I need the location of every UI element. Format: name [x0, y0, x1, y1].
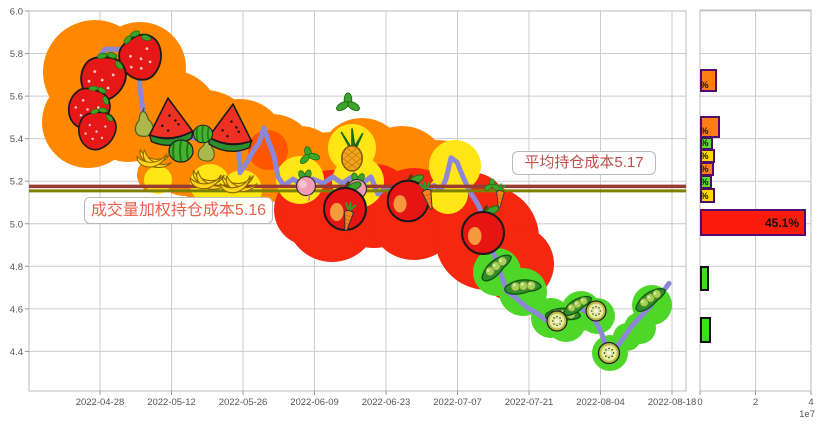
fruit-radish-icon: [295, 169, 317, 202]
fruit-melonslice-icon: [207, 102, 253, 152]
volume-bar: [700, 317, 711, 343]
y-tick-label: 4.6: [10, 304, 23, 315]
fruit-banana-icon: [136, 148, 173, 169]
fruit-banana-icon: [189, 169, 227, 190]
highlight-blob: [428, 174, 468, 214]
y-tick-label: 6.0: [10, 7, 23, 18]
fruit-pea-icon: [563, 295, 593, 316]
x-tick-label: 2022-08-18: [648, 397, 697, 408]
y-tick-label: 4.8: [10, 262, 23, 273]
x-tick-label: 2022-06-23: [362, 397, 411, 408]
fruit-pea-icon: [504, 279, 542, 295]
fruit-apple-icon: [460, 204, 506, 256]
volume-bar-label-clipped: %: [701, 126, 709, 136]
x-tick-label: 2022-05-12: [147, 397, 196, 408]
fruit-kiwi-icon: [597, 341, 621, 365]
fruit-leaf-icon: [336, 92, 360, 112]
fruit-apple-icon: [322, 180, 368, 232]
fruit-pea-icon: [481, 254, 512, 282]
volume-bar-label-clipped: %: [701, 151, 709, 161]
volume-bar: [700, 188, 715, 203]
vwap-cost-label: 成交量加权持仓成本5.16: [84, 197, 273, 224]
volume-bar-label-clipped: %: [701, 191, 709, 201]
volume-bar-label-clipped: %: [701, 177, 709, 187]
volume-bar-label-clipped: %: [701, 80, 709, 90]
volume-axis-tick-label: 4: [808, 397, 813, 408]
fruit-kiwi-icon: [585, 300, 607, 322]
volume-bar-label-clipped: %: [701, 164, 709, 174]
volume-axis-unit-label: 1e7: [799, 409, 815, 420]
fruit-leaf-icon: [483, 178, 501, 191]
volume-bar: [700, 209, 806, 236]
y-tick-label: 5.6: [10, 92, 23, 103]
y-tick-label: 5.0: [10, 219, 23, 230]
volume-bar-label: 45.1%: [765, 216, 799, 230]
fruit-leaf-icon: [299, 146, 321, 165]
x-tick-label: 2022-04-28: [76, 397, 125, 408]
x-tick-label: 2022-05-26: [219, 397, 268, 408]
volume-axis-tick-label: 0: [697, 397, 702, 408]
x-tick-label: 2022-08-04: [576, 397, 625, 408]
fruit-pea-icon: [635, 287, 667, 312]
y-tick-label: 5.2: [10, 177, 23, 188]
x-tick-label: 2022-06-09: [290, 397, 339, 408]
fruit-banana-icon: [219, 174, 258, 194]
fruit-kiwi-icon: [546, 310, 568, 332]
fruit-carrot-icon: [418, 181, 433, 211]
fruit-strawberry-icon: [78, 107, 117, 151]
y-tick-label: 5.4: [10, 134, 23, 145]
fruit-melon-icon: [192, 124, 214, 144]
volume-bar: [700, 266, 709, 291]
fruit-markers: [67, 30, 667, 365]
fruit-pear-icon: [134, 107, 154, 137]
x-tick-label: 2022-07-07: [433, 397, 482, 408]
y-tick-label: 5.8: [10, 49, 23, 60]
fruit-carrot-icon: [496, 183, 506, 209]
fruit-strawberry-icon: [118, 30, 162, 81]
fruit-pineapple-icon: [340, 128, 364, 172]
volume-bar: [700, 69, 717, 92]
volume-bar-label-clipped: %: [701, 138, 709, 148]
y-tick-label: 4.4: [10, 347, 23, 358]
fruit-melon-icon: [168, 139, 194, 163]
fruit-carrot-icon: [344, 201, 357, 232]
avg-cost-label: 平均持仓成本5.17: [512, 151, 656, 175]
x-tick-label: 2022-07-21: [505, 397, 554, 408]
volume-axis-tick-label: 2: [753, 397, 758, 408]
volume-bars: %%%%%%% 45.1%: [700, 69, 806, 343]
